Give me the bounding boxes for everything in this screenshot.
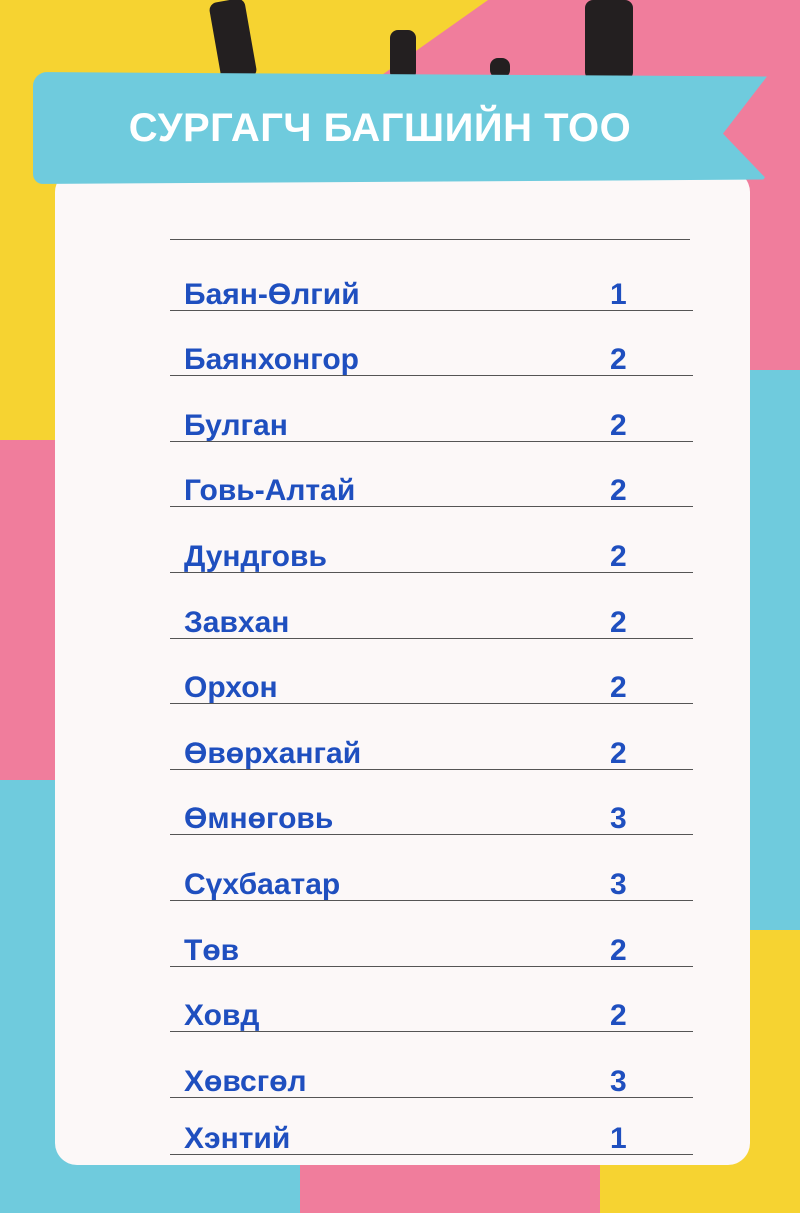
- title-banner: [33, 72, 767, 184]
- region-name: Дундговь: [184, 539, 327, 573]
- list-item: Булган 2: [170, 376, 693, 442]
- region-name: Булган: [184, 408, 288, 442]
- list-item: Баянхонгор 2: [170, 311, 693, 377]
- teacher-count: 2: [610, 539, 627, 573]
- teacher-count: 2: [610, 736, 627, 770]
- teacher-count: 2: [610, 408, 627, 442]
- teacher-count: 2: [610, 999, 627, 1033]
- region-name: Говь-Алтай: [184, 474, 356, 508]
- region-name: Баян-Өлгий: [184, 277, 360, 311]
- list-item: Орхон 2: [170, 639, 693, 705]
- list-item: Өвөрхангай 2: [170, 704, 693, 770]
- list-item: Дундговь 2: [170, 507, 693, 573]
- teacher-count: 3: [610, 802, 627, 836]
- list-item: Говь-Алтай 2: [170, 442, 693, 508]
- teacher-count: 3: [610, 867, 627, 901]
- list-item: Ховд 2: [170, 967, 693, 1033]
- teacher-count: 3: [610, 1064, 627, 1098]
- divider: [170, 239, 690, 240]
- list-item: Хэнтий 1: [170, 1098, 693, 1155]
- region-name: Төв: [184, 933, 240, 967]
- region-name: Өвөрхангай: [184, 736, 362, 770]
- teacher-count: 2: [610, 671, 627, 705]
- page-title: СУРГАГЧ БАГШИЙН ТОО: [128, 105, 632, 150]
- list-item: Төв 2: [170, 901, 693, 967]
- list-item: Хөвсгөл 3: [170, 1032, 693, 1098]
- teacher-count: 2: [610, 343, 627, 377]
- region-name: Завхан: [184, 605, 290, 639]
- region-name: Ховд: [184, 999, 260, 1033]
- content-card: [55, 170, 750, 1165]
- brush-stroke: [490, 58, 510, 78]
- teacher-count: 1: [610, 1121, 627, 1155]
- teacher-count: 2: [610, 474, 627, 508]
- region-name: Баянхонгор: [184, 343, 360, 377]
- list-item: Өмнөговь 3: [170, 770, 693, 836]
- teacher-count: 2: [610, 605, 627, 639]
- brush-stroke: [390, 30, 416, 80]
- list-item: Баян-Өлгий 1: [170, 245, 693, 311]
- region-name: Орхон: [184, 671, 278, 705]
- brush-stroke: [585, 0, 633, 80]
- region-name: Хэнтий: [184, 1121, 291, 1155]
- region-name: Сүхбаатар: [184, 867, 341, 901]
- region-list: Баян-Өлгий 1 Баянхонгор 2 Булган 2 Говь-Алтай 2…: [170, 245, 693, 1155]
- list-item: Сүхбаатар 3: [170, 835, 693, 901]
- teacher-count: 1: [610, 277, 627, 311]
- region-name: Өмнөговь: [184, 802, 334, 836]
- list-item: Завхан 2: [170, 573, 693, 639]
- brush-stroke: [208, 0, 258, 83]
- teacher-count: 2: [610, 933, 627, 967]
- region-name: Хөвсгөл: [184, 1064, 307, 1098]
